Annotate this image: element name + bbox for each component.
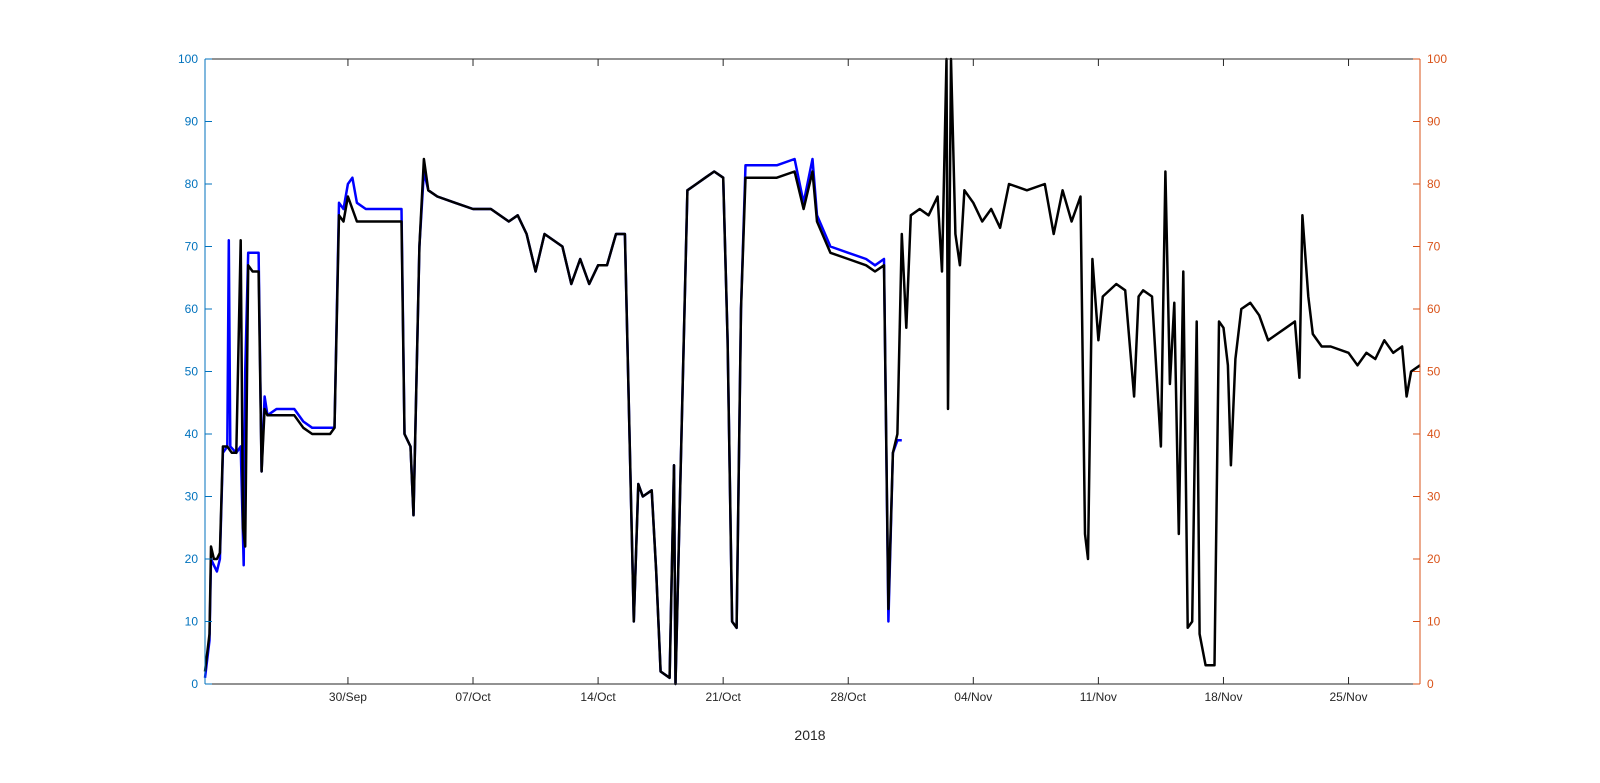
right-y-tick-label: 100	[1427, 52, 1447, 66]
right-y-tick-label: 80	[1427, 177, 1441, 191]
left-y-tick-label: 80	[185, 177, 199, 191]
x-tick-label: 04/Nov	[954, 690, 992, 704]
x-tick-label: 14/Oct	[580, 690, 616, 704]
right-y-tick-label: 70	[1427, 240, 1441, 254]
x-tick-label: 07/Oct	[455, 690, 491, 704]
left-y-tick-label: 50	[185, 365, 199, 379]
x-axis-label: 2018	[794, 727, 825, 743]
x-tick-label: 30/Sep	[329, 690, 367, 704]
plot-area	[203, 57, 1421, 686]
right-y-tick-label: 40	[1427, 427, 1441, 441]
left-y-tick-label: 60	[185, 302, 199, 316]
right-y-tick-label: 90	[1427, 115, 1441, 129]
right-y-tick-label: 30	[1427, 490, 1441, 504]
right-y-tick-label: 60	[1427, 302, 1441, 316]
x-tick-label: 28/Oct	[831, 690, 867, 704]
left-y-tick-label: 30	[185, 490, 199, 504]
axes: 0 10 20 30 40 50 60 70 80 90 100 0 10 20 30 40 50 60 70 80 9…	[178, 52, 1447, 704]
left-y-tick-label: 0	[191, 677, 198, 691]
left-y-tick-label: 20	[185, 552, 199, 566]
right-y-tick-label: 20	[1427, 552, 1441, 566]
left-y-tick-label: 40	[185, 427, 199, 441]
right-y-tick-label: 10	[1427, 615, 1441, 629]
left-y-tick-label: 100	[178, 52, 198, 66]
x-tick-label: 21/Oct	[705, 690, 741, 704]
left-y-tick-label: 70	[185, 240, 199, 254]
left-y-tick-label: 10	[185, 615, 199, 629]
right-y-tick-label: 50	[1427, 365, 1441, 379]
left-y-tick-label: 90	[185, 115, 199, 129]
x-tick-label: 18/Nov	[1204, 690, 1242, 704]
right-y-tick-label: 0	[1427, 677, 1434, 691]
x-tick-label: 11/Nov	[1080, 690, 1117, 704]
x-tick-label: 25/Nov	[1330, 690, 1368, 704]
series-line-black	[203, 57, 1421, 686]
